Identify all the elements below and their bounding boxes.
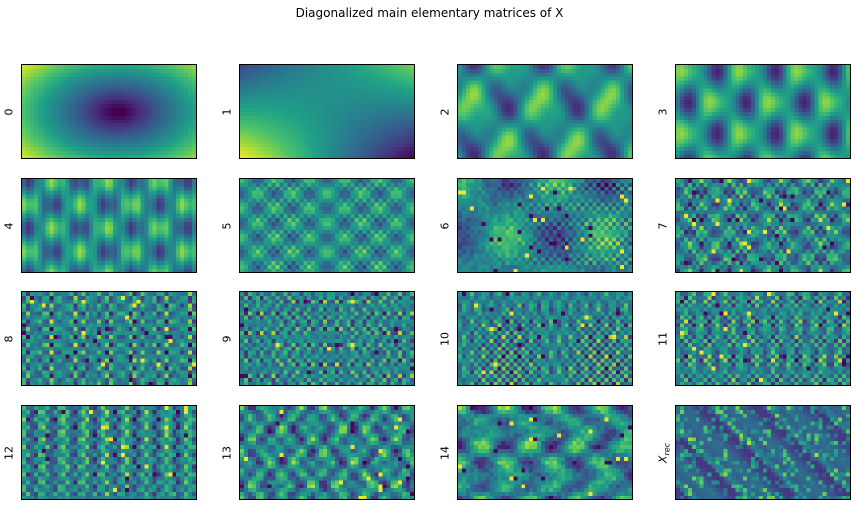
heatmap-image (676, 65, 850, 158)
heatmap-panel-3 (675, 64, 851, 159)
heatmap-panel-5 (239, 178, 415, 273)
heatmap-image (240, 65, 414, 158)
heatmap-image (676, 292, 850, 385)
heatmap-panel-6 (457, 178, 633, 273)
panel-label: 4 (2, 222, 15, 229)
panel-label: 11 (656, 331, 669, 346)
panel-label: 7 (656, 222, 669, 229)
panel-label: 3 (656, 108, 669, 115)
heatmap-image (240, 406, 414, 499)
heatmap-panel-12 (21, 405, 197, 500)
panel-label: Xrec (656, 442, 672, 463)
panel-label: 6 (438, 222, 451, 229)
panel-label: 14 (438, 445, 451, 460)
figure-title: Diagonalized main elementary matrices of… (295, 6, 564, 20)
heatmap-image (22, 406, 196, 499)
heatmap-panel-8 (21, 291, 197, 386)
heatmap-image (240, 179, 414, 272)
panel-label: 13 (220, 445, 233, 460)
heatmap-panel-13 (239, 405, 415, 500)
heatmap-panel-14 (457, 405, 633, 500)
panel-label: 10 (438, 331, 451, 346)
heatmap-image (676, 179, 850, 272)
panel-label: 1 (220, 108, 233, 115)
heatmap-panel-x-rec (675, 405, 851, 500)
panel-label: 8 (2, 335, 15, 342)
heatmap-image (22, 65, 196, 158)
heatmap-panel-2 (457, 64, 633, 159)
heatmap-image (458, 179, 632, 272)
heatmap-image (22, 179, 196, 272)
heatmap-panel-7 (675, 178, 851, 273)
heatmap-panel-9 (239, 291, 415, 386)
heatmap-panel-4 (21, 178, 197, 273)
panel-label: 12 (2, 445, 15, 460)
heatmap-panel-10 (457, 291, 633, 386)
panel-label: 9 (220, 335, 233, 342)
panel-label: 2 (438, 108, 451, 115)
heatmap-panel-11 (675, 291, 851, 386)
panel-label: 5 (220, 222, 233, 229)
heatmap-panel-1 (239, 64, 415, 159)
heatmap-image (676, 406, 850, 499)
heatmap-image (22, 292, 196, 385)
panel-label: 0 (2, 108, 15, 115)
heatmap-image (240, 292, 414, 385)
heatmap-image (458, 406, 632, 499)
heatmap-image (458, 65, 632, 158)
heatmap-panel-0 (21, 64, 197, 159)
heatmap-image (458, 292, 632, 385)
